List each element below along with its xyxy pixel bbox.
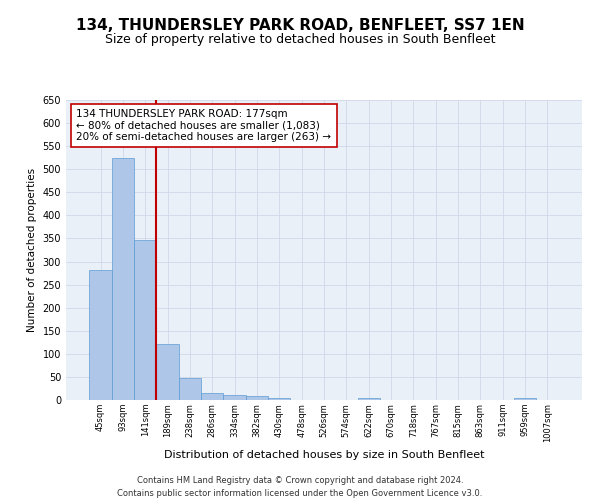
Bar (201, 393, 223, 400)
Bar (89, 270, 112, 400)
Text: Size of property relative to detached houses in South Benfleet: Size of property relative to detached ho… (105, 32, 495, 46)
Bar (246, 396, 268, 400)
Bar (358, 398, 380, 400)
Y-axis label: Number of detached properties: Number of detached properties (27, 168, 37, 332)
Bar (112, 158, 134, 400)
Text: Contains HM Land Registry data © Crown copyright and database right 2024.
Contai: Contains HM Land Registry data © Crown c… (118, 476, 482, 498)
Text: 134, THUNDERSLEY PARK ROAD, BENFLEET, SS7 1EN: 134, THUNDERSLEY PARK ROAD, BENFLEET, SS… (76, 18, 524, 32)
Text: 134 THUNDERSLEY PARK ROAD: 177sqm
← 80% of detached houses are smaller (1,083)
2: 134 THUNDERSLEY PARK ROAD: 177sqm ← 80% … (76, 109, 331, 142)
Bar (268, 398, 290, 400)
Bar (223, 396, 246, 400)
X-axis label: Distribution of detached houses by size in South Benfleet: Distribution of detached houses by size … (164, 450, 484, 460)
Bar (179, 378, 201, 400)
Bar (157, 344, 179, 400)
Bar (134, 240, 157, 400)
Bar (514, 398, 536, 400)
